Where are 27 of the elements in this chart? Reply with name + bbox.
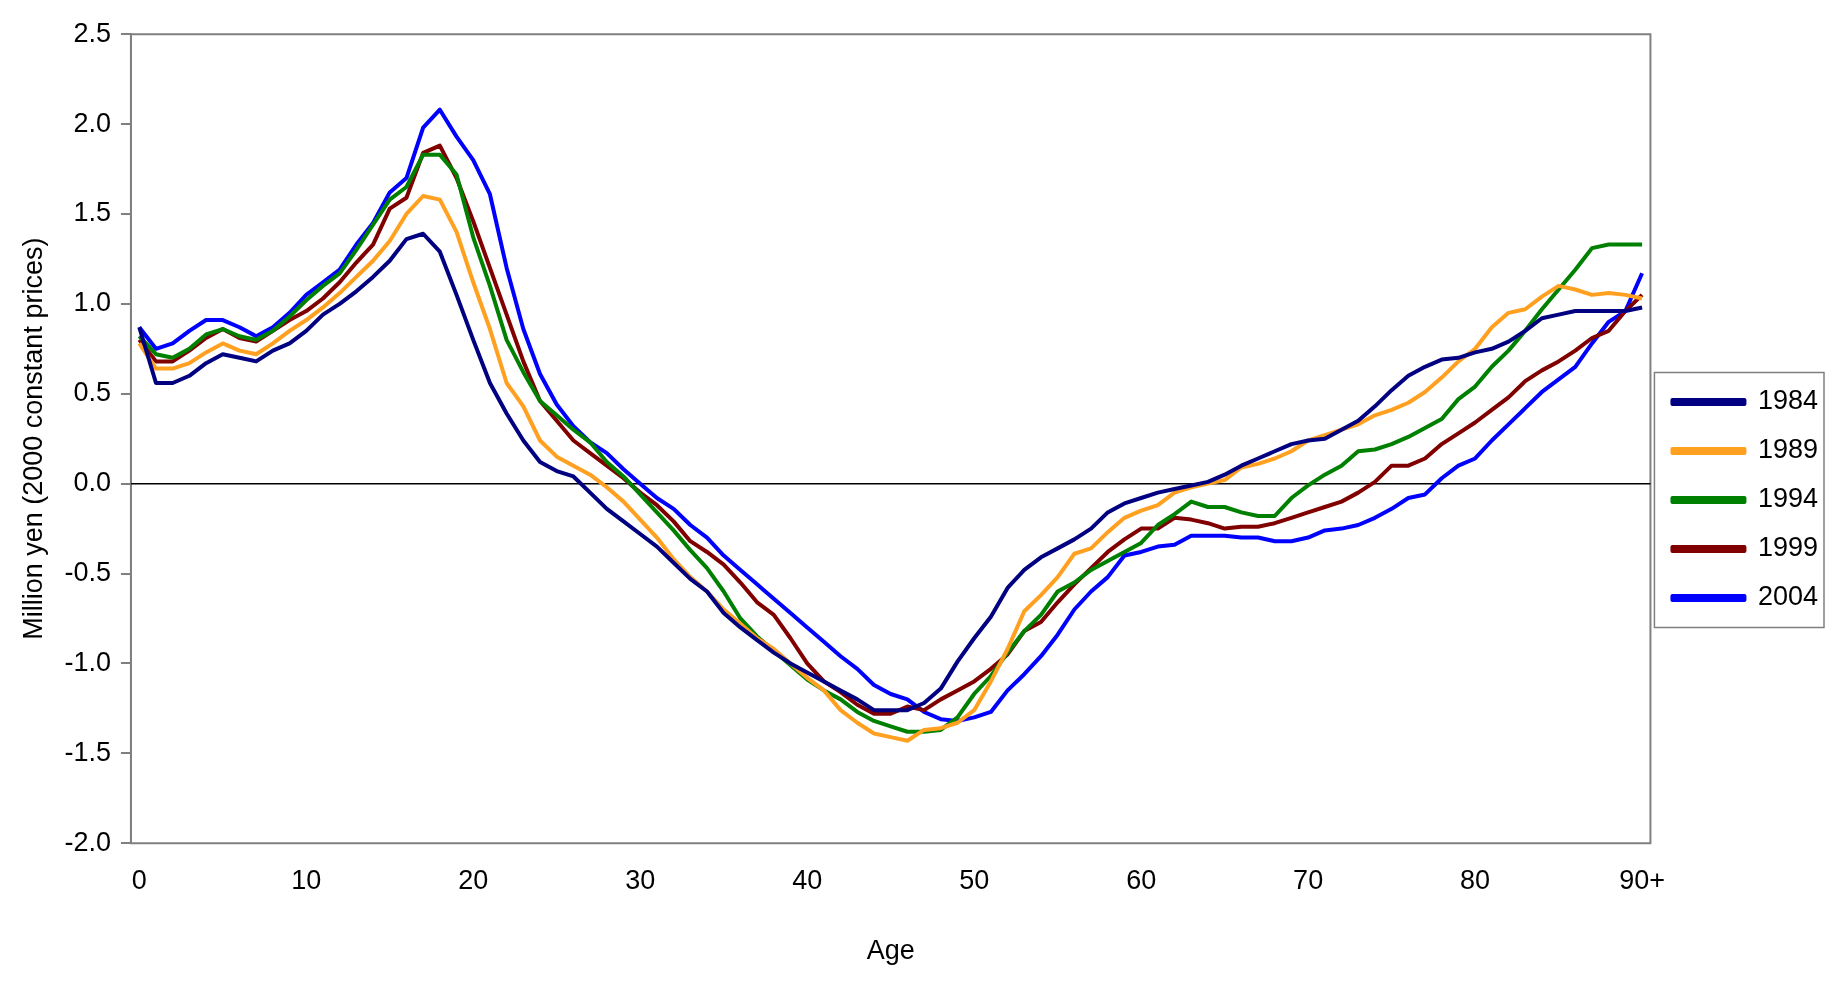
legend-label: 1994 <box>1757 483 1819 514</box>
x-tick-label: 90+ <box>1619 864 1665 895</box>
y-axis-title: Million yen (2000 constant prices) <box>17 237 48 640</box>
y-tick-label: -1.5 <box>64 736 111 767</box>
legend-label: 1984 <box>1757 385 1819 416</box>
x-tick-label: 30 <box>625 864 656 895</box>
x-tick-label: 10 <box>291 864 322 895</box>
legend-label: 2004 <box>1757 581 1819 612</box>
x-tick-label: 80 <box>1460 864 1491 895</box>
y-tick-label: 1.0 <box>73 287 111 318</box>
legend-label: 1999 <box>1757 532 1819 563</box>
y-tick-label: 2.0 <box>73 107 111 138</box>
y-tick-label: -0.5 <box>64 556 111 587</box>
x-tick-label: 20 <box>458 864 489 895</box>
y-tick-label: -1.0 <box>64 646 111 677</box>
y-tick-label: 1.5 <box>73 197 111 228</box>
y-tick-label: 2.5 <box>73 17 111 48</box>
x-tick-label: 0 <box>131 864 147 895</box>
x-tick-label: 40 <box>792 864 823 895</box>
y-tick-label: -2.0 <box>64 826 111 857</box>
x-tick-label: 50 <box>959 864 990 895</box>
y-tick-label: 0.5 <box>73 377 111 408</box>
y-tick-label: 0.0 <box>73 467 111 498</box>
x-tick-label: 70 <box>1293 864 1324 895</box>
legend-label: 1989 <box>1757 434 1819 465</box>
x-tick-label: 60 <box>1126 864 1157 895</box>
x-axis-title: Age <box>866 935 915 966</box>
